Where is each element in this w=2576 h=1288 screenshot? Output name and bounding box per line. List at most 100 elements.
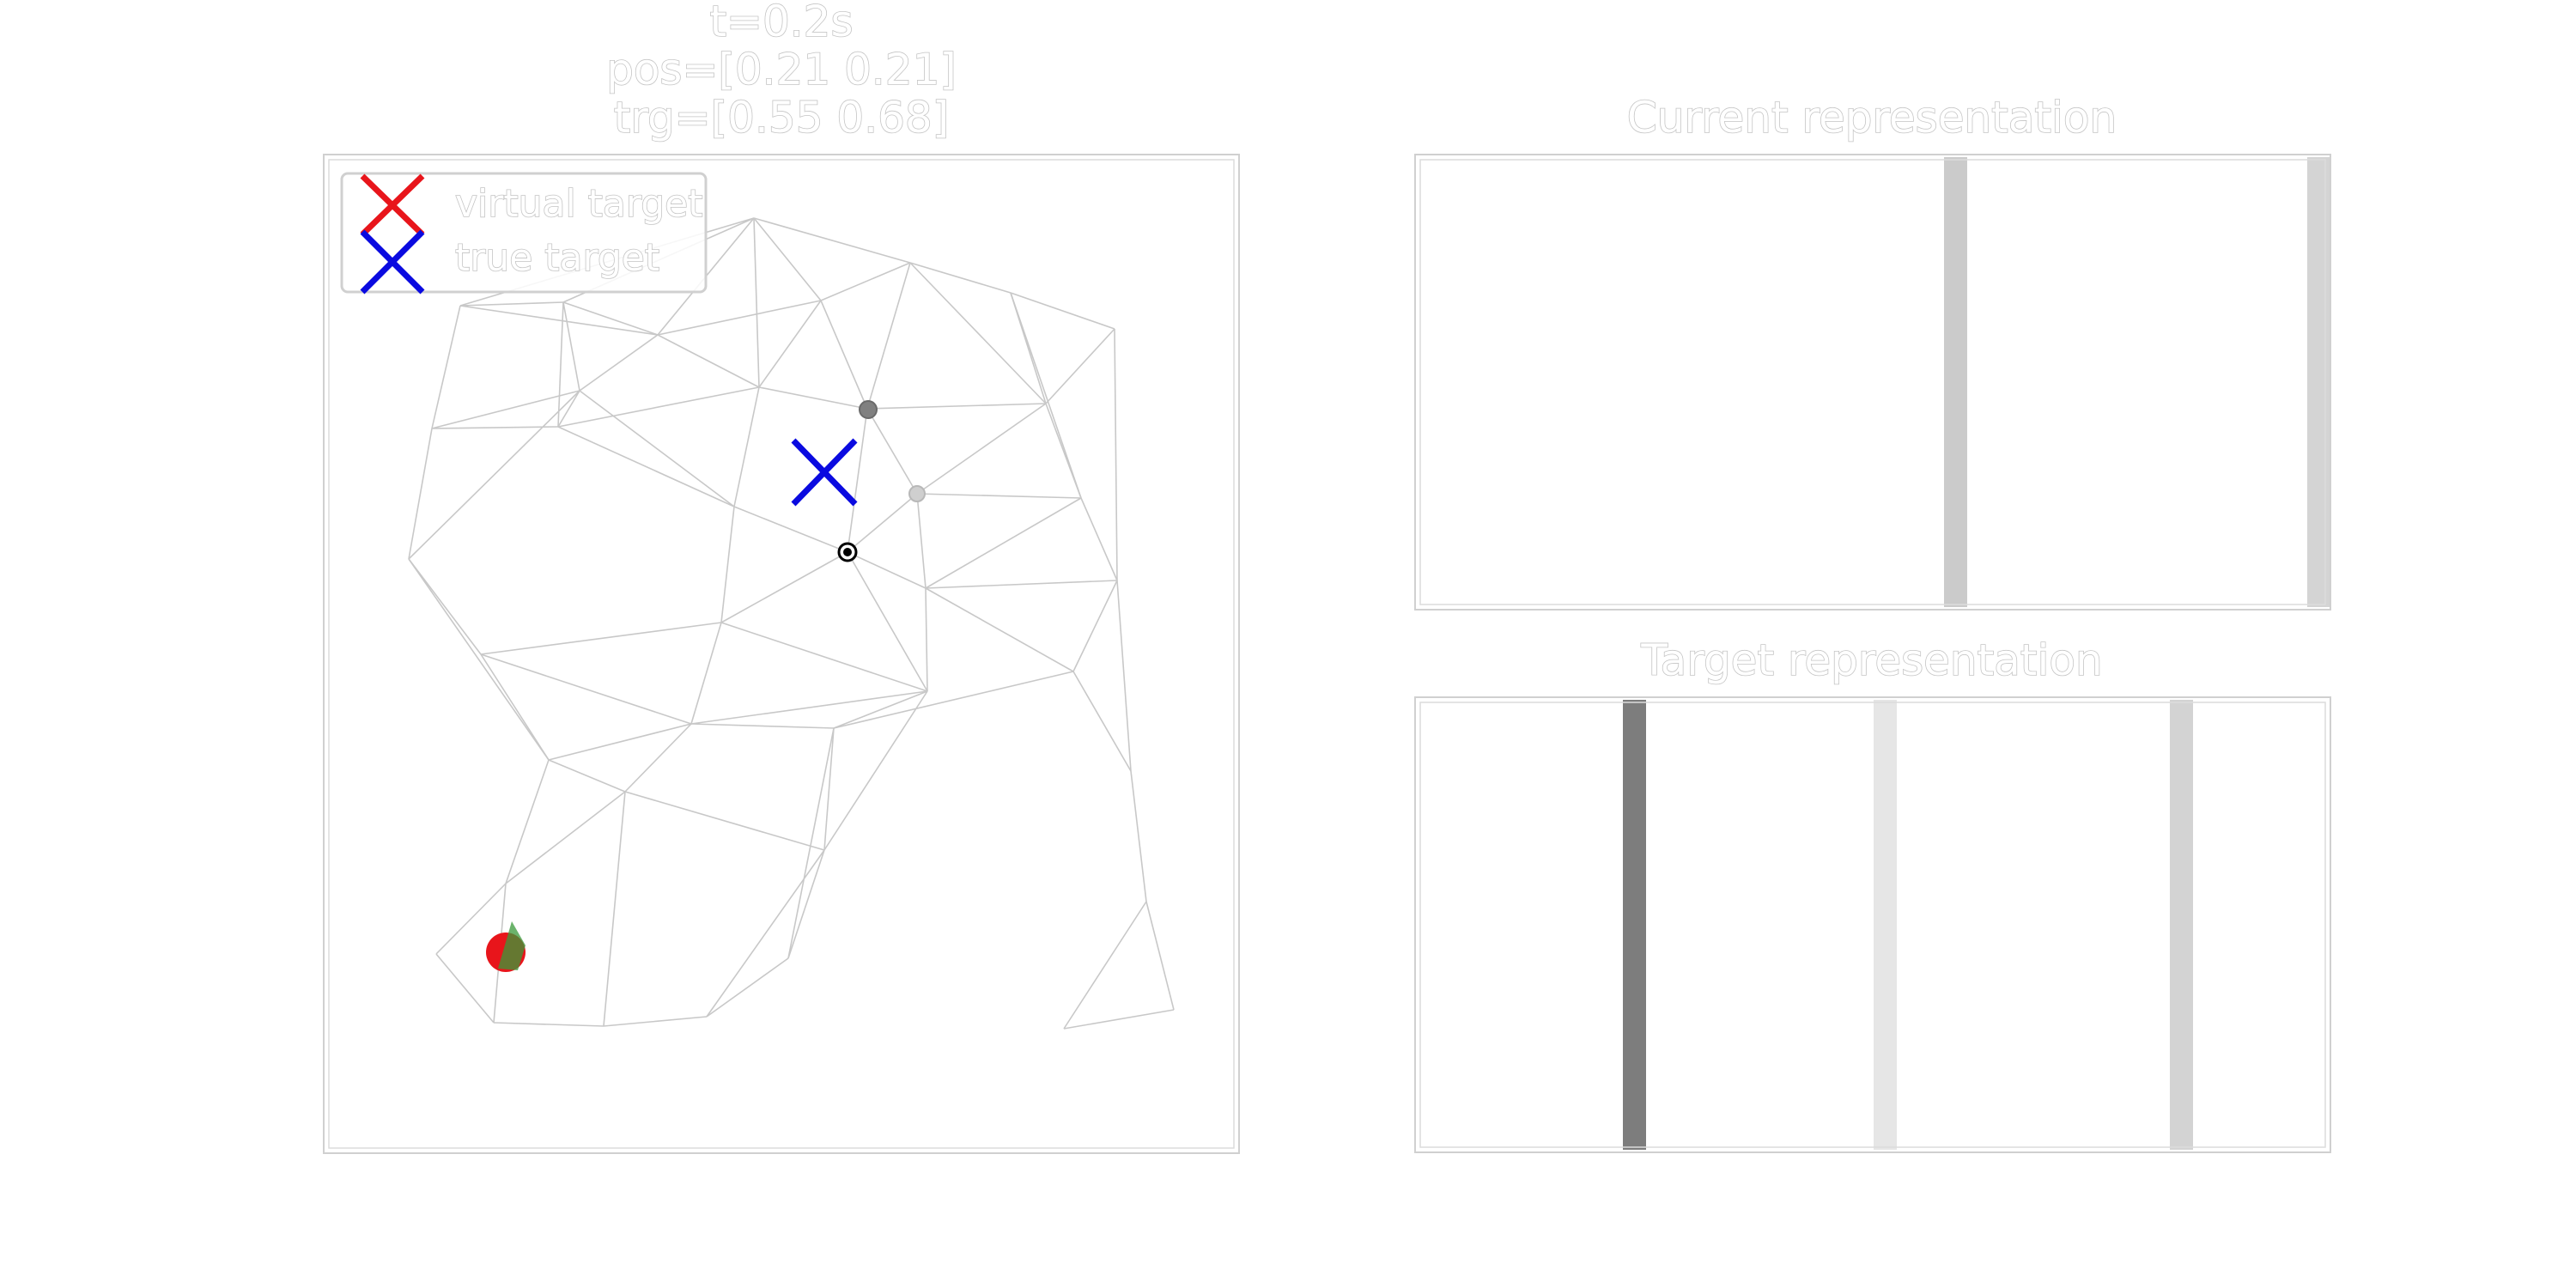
- mesh-edge: [690, 723, 835, 729]
- mesh-edge: [820, 300, 868, 410]
- legend-true-target-x-icon: [360, 229, 425, 295]
- mesh-edge: [408, 558, 550, 761]
- current-bar-1: [1944, 157, 1967, 607]
- mesh-edge: [431, 390, 580, 429]
- legend: virtual target true target: [340, 172, 708, 295]
- mesh-edge: [624, 723, 692, 793]
- current-panel-border: [1414, 154, 2331, 611]
- agent-heading-icon: [498, 921, 526, 970]
- mesh-edge: [787, 849, 825, 959]
- position-label: pos=[0.21 0.21]: [606, 45, 957, 94]
- mesh-edge: [720, 506, 735, 623]
- mesh-edge: [603, 1016, 708, 1027]
- mesh-edge: [758, 300, 822, 388]
- current-representation-panel: [1414, 154, 2331, 611]
- mesh-edge: [459, 301, 564, 307]
- map-panel: [323, 154, 1240, 1154]
- place-cell-mesh: [408, 217, 1175, 1030]
- mesh-edge: [909, 262, 1012, 294]
- mesh-edge: [753, 217, 911, 264]
- mesh-edge: [1072, 671, 1132, 772]
- mesh-edge: [480, 653, 692, 725]
- mesh-edge: [1072, 580, 1118, 672]
- mesh-edge: [925, 587, 1074, 672]
- mesh-edge: [435, 883, 507, 955]
- mesh-edge: [925, 497, 1082, 589]
- mesh-edge: [657, 300, 822, 336]
- map-panel-inner-border: [328, 159, 1235, 1149]
- target-representation-title: Target representation: [1640, 635, 2102, 685]
- active-node-light: [908, 485, 926, 502]
- mesh-edge: [847, 493, 918, 553]
- legend-label-true-target: true target: [455, 236, 659, 280]
- target-bar-1: [1623, 700, 1646, 1150]
- mesh-edge: [1010, 292, 1115, 330]
- mesh-edge: [690, 690, 928, 725]
- mesh-edge: [706, 849, 825, 1018]
- current-panel-inner-border: [1419, 159, 2326, 605]
- mesh-edge: [505, 791, 626, 884]
- mesh-edge: [505, 759, 550, 884]
- mesh-edge: [431, 305, 461, 429]
- mesh-edge: [480, 653, 550, 761]
- mesh-edge: [866, 262, 911, 410]
- true-target-marker: [791, 438, 858, 507]
- map-panel-border: [323, 154, 1240, 1154]
- target-label: trg=[0.55 0.68]: [614, 93, 949, 143]
- mesh-edge: [733, 386, 760, 507]
- mesh-edge: [925, 587, 928, 692]
- target-panel-inner-border: [1419, 702, 2326, 1148]
- mesh-edge: [753, 217, 822, 301]
- mesh-edge: [758, 386, 868, 410]
- true-target-stroke-b: [791, 438, 858, 507]
- legend-box: [340, 172, 708, 294]
- mesh-edge: [493, 1022, 605, 1027]
- mesh-edge: [690, 622, 722, 725]
- mesh-edge: [833, 671, 1074, 729]
- current-node-dot: [843, 548, 852, 556]
- mesh-edge: [603, 791, 626, 1027]
- mesh-edge: [408, 428, 433, 560]
- mesh-edge: [557, 301, 564, 428]
- mesh-edge: [787, 727, 835, 959]
- mesh-edge: [557, 386, 760, 428]
- legend-label-virtual-target: virtual target: [455, 182, 702, 226]
- mesh-edge: [823, 690, 928, 851]
- mesh-edge: [548, 759, 626, 793]
- mesh-edge: [706, 957, 789, 1018]
- mesh-edge: [720, 551, 848, 623]
- mesh-edge: [657, 334, 760, 388]
- mesh-edge: [753, 217, 760, 388]
- mesh-edge: [1130, 770, 1147, 902]
- target-bar-2: [1874, 700, 1897, 1150]
- mesh-edge: [562, 301, 659, 336]
- time-label: t=0.2s: [709, 0, 853, 46]
- mesh-edge: [557, 390, 580, 428]
- mesh-edge: [925, 580, 1118, 589]
- mesh-edge: [624, 791, 825, 851]
- mesh-edge: [847, 551, 927, 589]
- mesh-edge: [1114, 328, 1118, 581]
- target-representation-panel: [1414, 696, 2331, 1153]
- current-representation-title: Current representation: [1627, 93, 2117, 143]
- mesh-edge: [579, 390, 735, 507]
- mesh-edge: [408, 390, 580, 560]
- mesh-edge: [1063, 901, 1147, 1030]
- mesh-edge: [459, 305, 659, 336]
- mesh-edge: [579, 334, 659, 392]
- mesh-edge: [847, 551, 928, 692]
- mesh-edge: [820, 262, 911, 301]
- mesh-edge: [847, 408, 868, 553]
- mesh-edge: [916, 493, 1082, 499]
- mesh-edge: [1145, 901, 1175, 1011]
- mesh-edge: [548, 723, 692, 761]
- mesh-edge: [431, 426, 559, 429]
- mesh-edge: [1080, 497, 1118, 581]
- mesh-edge: [866, 408, 918, 495]
- mesh-edge: [866, 403, 1047, 410]
- mesh-edge: [480, 622, 722, 655]
- mesh-edge: [408, 558, 482, 655]
- mesh-edge: [557, 426, 735, 507]
- target-panel-border: [1414, 696, 2331, 1153]
